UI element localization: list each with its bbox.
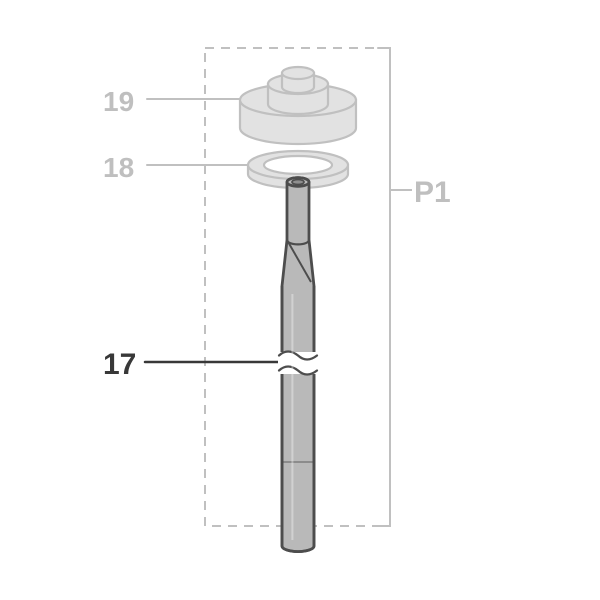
- label-19: 19: [103, 86, 134, 118]
- part-17: [278, 178, 318, 552]
- label-18: 18: [103, 152, 134, 184]
- diagram-stage: P1 19 18 17: [0, 0, 600, 600]
- label-p1: P1: [414, 176, 451, 210]
- label-17: 17: [103, 348, 136, 382]
- bracket-p1: [378, 48, 390, 526]
- diagram-svg: [0, 0, 600, 600]
- part-19: [240, 67, 356, 144]
